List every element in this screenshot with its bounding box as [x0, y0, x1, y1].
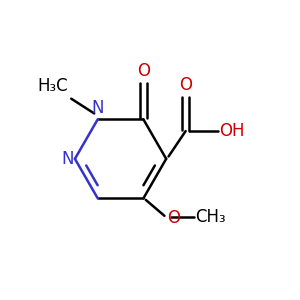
Text: H₃C: H₃C	[38, 77, 68, 95]
Text: CH₃: CH₃	[195, 208, 226, 226]
Text: N: N	[92, 99, 104, 117]
Text: O: O	[137, 61, 150, 80]
Text: O: O	[167, 209, 180, 227]
Text: O: O	[179, 76, 192, 94]
Text: OH: OH	[220, 122, 245, 140]
Text: N: N	[61, 150, 74, 168]
